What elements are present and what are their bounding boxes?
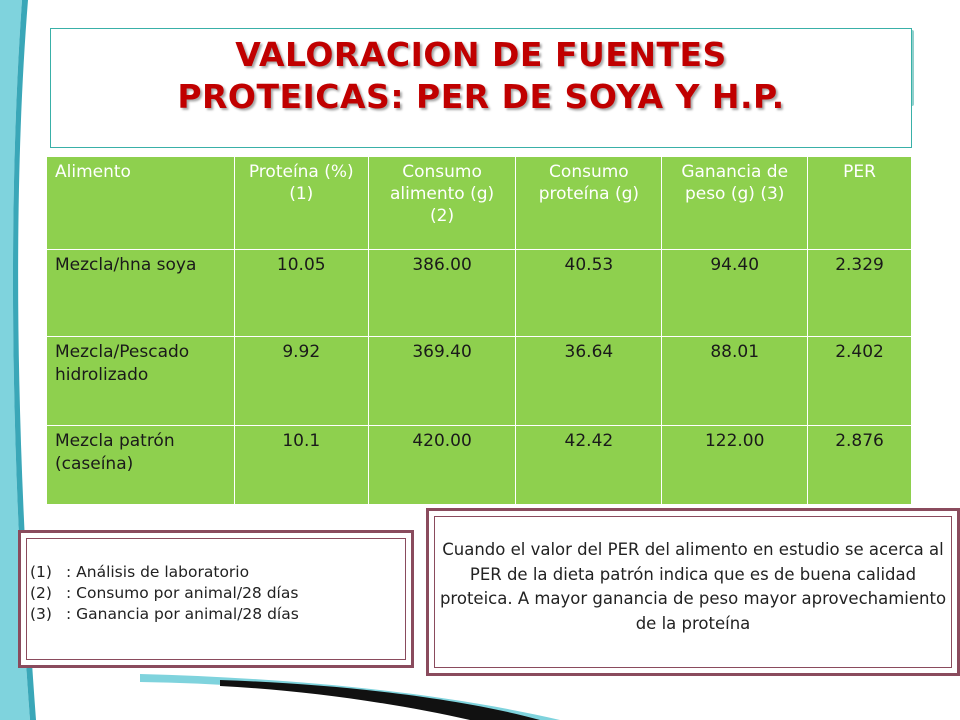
cell-alimento: Mezcla/Pescado hidrolizado — [46, 336, 235, 426]
note-item: (2) : Consumo por animal/28 días — [30, 583, 299, 604]
cell-alimento: Mezcla patrón (caseína) — [46, 425, 235, 505]
cell-consumo-proteina: 40.53 — [515, 249, 663, 337]
conclusion-box-inner-border — [434, 516, 952, 668]
table-row: Mezcla/Pescado hidrolizado 9.92 369.40 3… — [46, 336, 912, 426]
note-text: : Consumo por animal/28 días — [66, 584, 299, 602]
cell-consumo-alimento: 369.40 — [367, 336, 517, 426]
header-proteina: Proteína (%) (1) — [233, 156, 369, 250]
title-box — [50, 28, 912, 148]
cell-proteina: 10.1 — [233, 425, 369, 505]
header-ganancia-peso: Ganancia de peso (g) (3) — [661, 156, 809, 250]
note-number: (2) — [30, 584, 52, 602]
cell-proteina: 10.05 — [233, 249, 369, 337]
cell-consumo-proteina: 36.64 — [515, 336, 663, 426]
header-per: PER — [807, 156, 912, 250]
note-text: : Análisis de laboratorio — [66, 563, 250, 581]
cell-ganancia-peso: 94.40 — [661, 249, 809, 337]
header-alimento: Alimento — [46, 156, 235, 250]
conclusion-text: Cuando el valor del PER del alimento en … — [439, 540, 947, 633]
notes-box-inner-border — [26, 538, 406, 660]
note-item: (3) : Ganancia por animal/28 días — [30, 604, 299, 625]
cell-consumo-alimento: 386.00 — [367, 249, 517, 337]
cell-ganancia-peso: 88.01 — [661, 336, 809, 426]
note-number: (3) — [30, 605, 52, 623]
notes-box — [18, 530, 414, 668]
notes-list: (1) : Análisis de laboratorio (2) : Consum… — [30, 562, 299, 625]
header-consumo-alimento: Consumo alimento (g) (2) — [367, 156, 517, 250]
note-number: (1) — [30, 563, 52, 581]
table-row: Mezcla/hna soya 10.05 386.00 40.53 94.40… — [46, 249, 912, 337]
title-line-2: PROTEICAS: PER DE SOYA Y H.P. — [177, 77, 785, 116]
decorative-swoosh-left — [0, 0, 36, 720]
cell-per: 2.876 — [807, 425, 912, 505]
note-text: : Ganancia por animal/28 días — [66, 605, 299, 623]
decorative-swoosh-bottom — [140, 674, 560, 720]
cell-consumo-proteina: 42.42 — [515, 425, 663, 505]
page-title: VALORACION DE FUENTES PROTEICAS: PER DE … — [50, 34, 912, 118]
cell-ganancia-peso: 122.00 — [661, 425, 809, 505]
conclusion-box — [426, 508, 960, 676]
per-table: Alimento Proteína (%) (1) Consumo alimen… — [46, 156, 912, 505]
header-consumo-proteina: Consumo proteína (g) — [515, 156, 663, 250]
note-item: (1) : Análisis de laboratorio — [30, 562, 299, 583]
cell-per: 2.329 — [807, 249, 912, 337]
title-line-1: VALORACION DE FUENTES — [235, 35, 727, 74]
table-header-row: Alimento Proteína (%) (1) Consumo alimen… — [46, 156, 912, 250]
cell-alimento: Mezcla/hna soya — [46, 249, 235, 337]
table-row: Mezcla patrón (caseína) 10.1 420.00 42.4… — [46, 425, 912, 505]
cell-consumo-alimento: 420.00 — [367, 425, 517, 505]
cell-per: 2.402 — [807, 336, 912, 426]
cell-proteina: 9.92 — [233, 336, 369, 426]
